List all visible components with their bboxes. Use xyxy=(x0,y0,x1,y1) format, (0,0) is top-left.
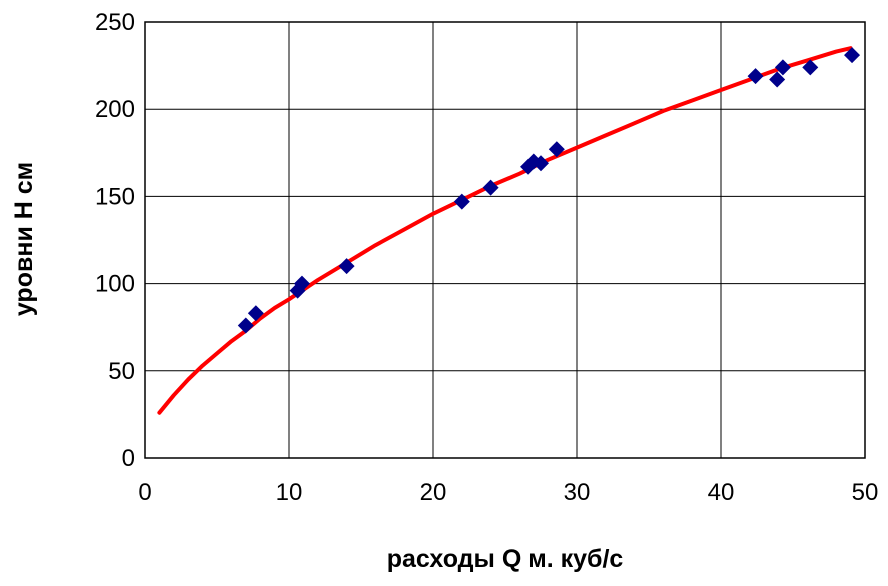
y-tick-label: 100 xyxy=(95,271,135,298)
data-point-marker xyxy=(548,141,565,158)
data-markers xyxy=(237,47,861,334)
data-point-marker xyxy=(844,47,861,64)
data-point-marker xyxy=(482,179,499,196)
x-tick-label: 0 xyxy=(138,479,151,506)
y-tick-label: 50 xyxy=(108,358,135,385)
fit-line xyxy=(157,46,853,415)
y-tick-labels: 0 50 100 150 200 250 xyxy=(95,9,135,472)
y-tick-label: 200 xyxy=(95,96,135,123)
x-tick-label: 30 xyxy=(564,479,591,506)
data-point-marker xyxy=(338,258,355,275)
x-tick-labels: 0 10 20 30 40 50 xyxy=(138,479,878,506)
data-point-marker xyxy=(769,71,786,88)
x-tick-label: 10 xyxy=(276,479,303,506)
x-axis-label: расходы Q м. куб/с xyxy=(387,545,624,573)
y-tick-label: 0 xyxy=(122,445,135,472)
data-point-marker xyxy=(774,59,791,76)
y-tick-label: 250 xyxy=(95,9,135,36)
data-point-marker xyxy=(802,59,819,76)
x-tick-label: 40 xyxy=(708,479,735,506)
data-point-marker xyxy=(247,305,264,322)
y-tick-label: 150 xyxy=(95,183,135,210)
data-point-marker xyxy=(453,193,470,210)
plot-frame xyxy=(144,21,866,459)
data-point-marker xyxy=(237,317,254,334)
y-axis-label: уровни H см xyxy=(10,162,38,316)
x-tick-label: 50 xyxy=(852,479,879,506)
x-tick-label: 20 xyxy=(420,479,447,506)
data-point-marker xyxy=(747,68,764,85)
data-point-marker xyxy=(293,275,310,292)
data-point-marker xyxy=(533,155,549,172)
